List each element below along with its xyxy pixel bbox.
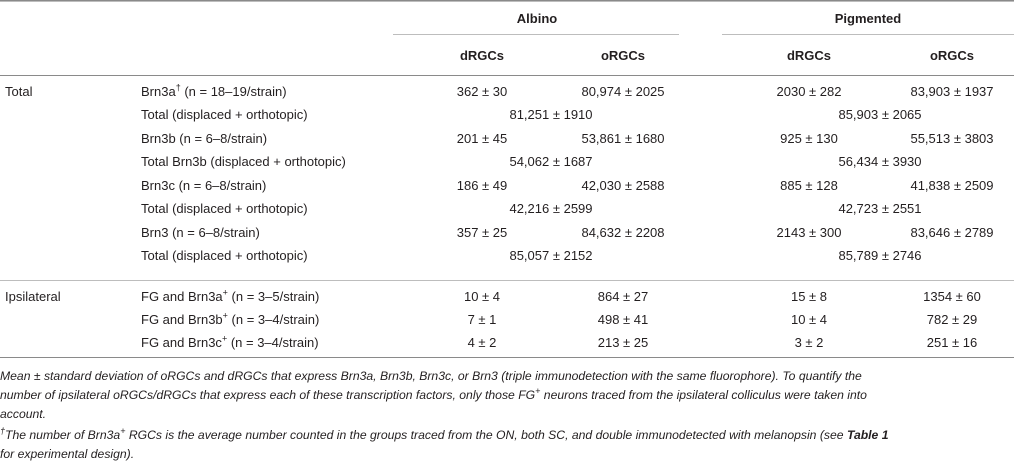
albino-drgcs-value: 4 ± 2 [467, 335, 497, 350]
row-label: Total (displaced + orthotopic) [141, 107, 308, 122]
albino-drgcs-value: 186 ± 49 [456, 178, 508, 193]
pigmented-total-value: 56,434 ± 3930 [838, 154, 922, 169]
row-label: Total (displaced + orthotopic) [141, 248, 308, 263]
header-pigmented: Pigmented [834, 11, 902, 26]
albino-orgcs-value: 498 ± 41 [597, 312, 649, 327]
pigmented-drgcs-value: 3 ± 2 [794, 335, 824, 350]
row-section-label: Total [5, 84, 33, 99]
row-label-text: Brn3a [141, 84, 176, 99]
footnote-2-line-1: The number of Brn3a [5, 428, 121, 442]
table-footnote-2: †The number of Brn3a+ RGCs is the averag… [0, 426, 1008, 464]
albino-orgcs-value: 84,632 ± 2208 [581, 225, 665, 240]
footnote-1-line-3: account. [0, 407, 47, 421]
table-top-rule-inner [0, 1, 1014, 2]
row-section-label: Ipsilateral [5, 289, 61, 304]
row-label-text: FG and Brn3c [141, 335, 222, 350]
pigmented-orgcs-value: 83,646 ± 2789 [910, 225, 994, 240]
pigmented-total-value: 85,789 ± 2746 [838, 248, 922, 263]
pigmented-orgcs-value: 55,513 ± 3803 [910, 131, 994, 146]
footnote-2-superscript: + [120, 425, 126, 436]
pigmented-drgcs-value: 2030 ± 282 [776, 84, 842, 99]
footnote-2-line-1-mid: RGCs is the average number counted in th… [125, 428, 847, 442]
albino-orgcs-value: 213 ± 25 [597, 335, 649, 350]
row-label-superscript: † [175, 82, 181, 93]
table-1-reference: Table 1 [846, 428, 889, 442]
row-label-text: FG and Brn3b [141, 312, 223, 327]
row-label: Brn3c (n = 6–8/strain) [141, 178, 266, 193]
row-label: Brn3a† (n = 18–19/strain) [141, 82, 287, 99]
row-label-suffix: (n = 18–19/strain) [180, 84, 287, 99]
row-label-text: Total Brn3b (displaced + orthotopic) [141, 154, 346, 169]
albino-drgcs-value: 201 ± 45 [456, 131, 508, 146]
row-label-text: Total (displaced + orthotopic) [141, 248, 308, 263]
pigmented-span-rule [722, 34, 1014, 35]
pigmented-total-value: 85,903 ± 2065 [838, 107, 922, 122]
pigmented-orgcs-value: 41,838 ± 2509 [910, 178, 994, 193]
row-label-superscript: + [222, 287, 228, 298]
albino-orgcs-value: 53,861 ± 1680 [581, 131, 665, 146]
row-label: FG and Brn3c+ (n = 3–4/strain) [141, 333, 319, 350]
pigmented-drgcs-value: 10 ± 4 [790, 312, 828, 327]
pigmented-drgcs-value: 885 ± 128 [780, 178, 838, 193]
row-label-suffix: (n = 3–4/strain) [227, 312, 320, 327]
albino-total-value: 42,216 ± 2599 [509, 201, 593, 216]
header-albino-drgcs: dRGCs [459, 48, 505, 63]
row-label-superscript: + [222, 310, 228, 321]
row-label-suffix: (n = 3–4/strain) [227, 335, 319, 350]
albino-drgcs-value: 357 ± 25 [456, 225, 508, 240]
pigmented-orgcs-value: 1354 ± 60 [923, 289, 981, 304]
albino-total-value: 85,057 ± 2152 [509, 248, 593, 263]
albino-orgcs-value: 864 ± 27 [597, 289, 649, 304]
pigmented-drgcs-value: 2143 ± 300 [776, 225, 842, 240]
albino-orgcs-value: 42,030 ± 2588 [581, 178, 665, 193]
footnote-2-line-2: for experimental design). [0, 447, 135, 461]
table-bottom-rule [0, 357, 1014, 358]
row-label-suffix: (n = 3–5/strain) [227, 289, 320, 304]
pigmented-orgcs-value: 83,903 ± 1937 [910, 84, 994, 99]
albino-total-value: 54,062 ± 1687 [509, 154, 593, 169]
header-albino-orgcs: oRGCs [600, 48, 646, 63]
pigmented-drgcs-value: 925 ± 130 [780, 131, 838, 146]
albino-span-rule [393, 34, 679, 35]
row-label-text: Brn3b (n = 6–8/strain) [141, 131, 268, 146]
row-label: Brn3 (n = 6–8/strain) [141, 225, 260, 240]
table-top-rule [0, 0, 1014, 1]
pigmented-orgcs-value: 782 ± 29 [926, 312, 978, 327]
pigmented-total-value: 42,723 ± 2551 [838, 201, 922, 216]
header-pigmented-orgcs: oRGCs [929, 48, 975, 63]
row-label-text: FG and Brn3a [141, 289, 223, 304]
albino-orgcs-value: 80,974 ± 2025 [581, 84, 665, 99]
row-label: Brn3b (n = 6–8/strain) [141, 131, 267, 146]
pigmented-orgcs-value: 251 ± 16 [926, 335, 978, 350]
table-footnote-1: Mean ± standard deviation of oRGCs and d… [0, 367, 1008, 424]
row-label: Total Brn3b (displaced + orthotopic) [141, 154, 346, 169]
albino-drgcs-value: 362 ± 30 [456, 84, 508, 99]
header-pigmented-drgcs: dRGCs [786, 48, 832, 63]
row-label-text: Brn3c (n = 6–8/strain) [141, 178, 267, 193]
footnote-2-dagger: † [0, 425, 6, 436]
footnote-1-line-1: Mean ± standard deviation of oRGCs and d… [0, 369, 862, 383]
header-bottom-rule [0, 75, 1014, 76]
row-label-superscript: + [221, 333, 228, 344]
pigmented-drgcs-value: 15 ± 8 [790, 289, 828, 304]
albino-total-value: 81,251 ± 1910 [509, 107, 593, 122]
footnote-1-superscript: + [535, 385, 541, 396]
row-label: Total (displaced + orthotopic) [141, 201, 308, 216]
group-separator-rule [0, 280, 1014, 281]
albino-drgcs-value: 7 ± 1 [467, 312, 497, 327]
footnote-1-line-2: number of ipsilateral oRGCs/dRGCs that e… [0, 388, 536, 402]
row-label-text: Brn3 (n = 6–8/strain) [141, 225, 260, 240]
header-albino: Albino [516, 11, 558, 26]
row-label: FG and Brn3b+ (n = 3–4/strain) [141, 310, 320, 327]
albino-drgcs-value: 10 ± 4 [463, 289, 501, 304]
row-label: FG and Brn3a+ (n = 3–5/strain) [141, 287, 320, 304]
row-label-text: Total (displaced + orthotopic) [141, 201, 308, 216]
footnote-1-line-2-end: neurons traced from the ipsilateral coll… [540, 388, 867, 402]
row-label-text: Total (displaced + orthotopic) [141, 107, 308, 122]
